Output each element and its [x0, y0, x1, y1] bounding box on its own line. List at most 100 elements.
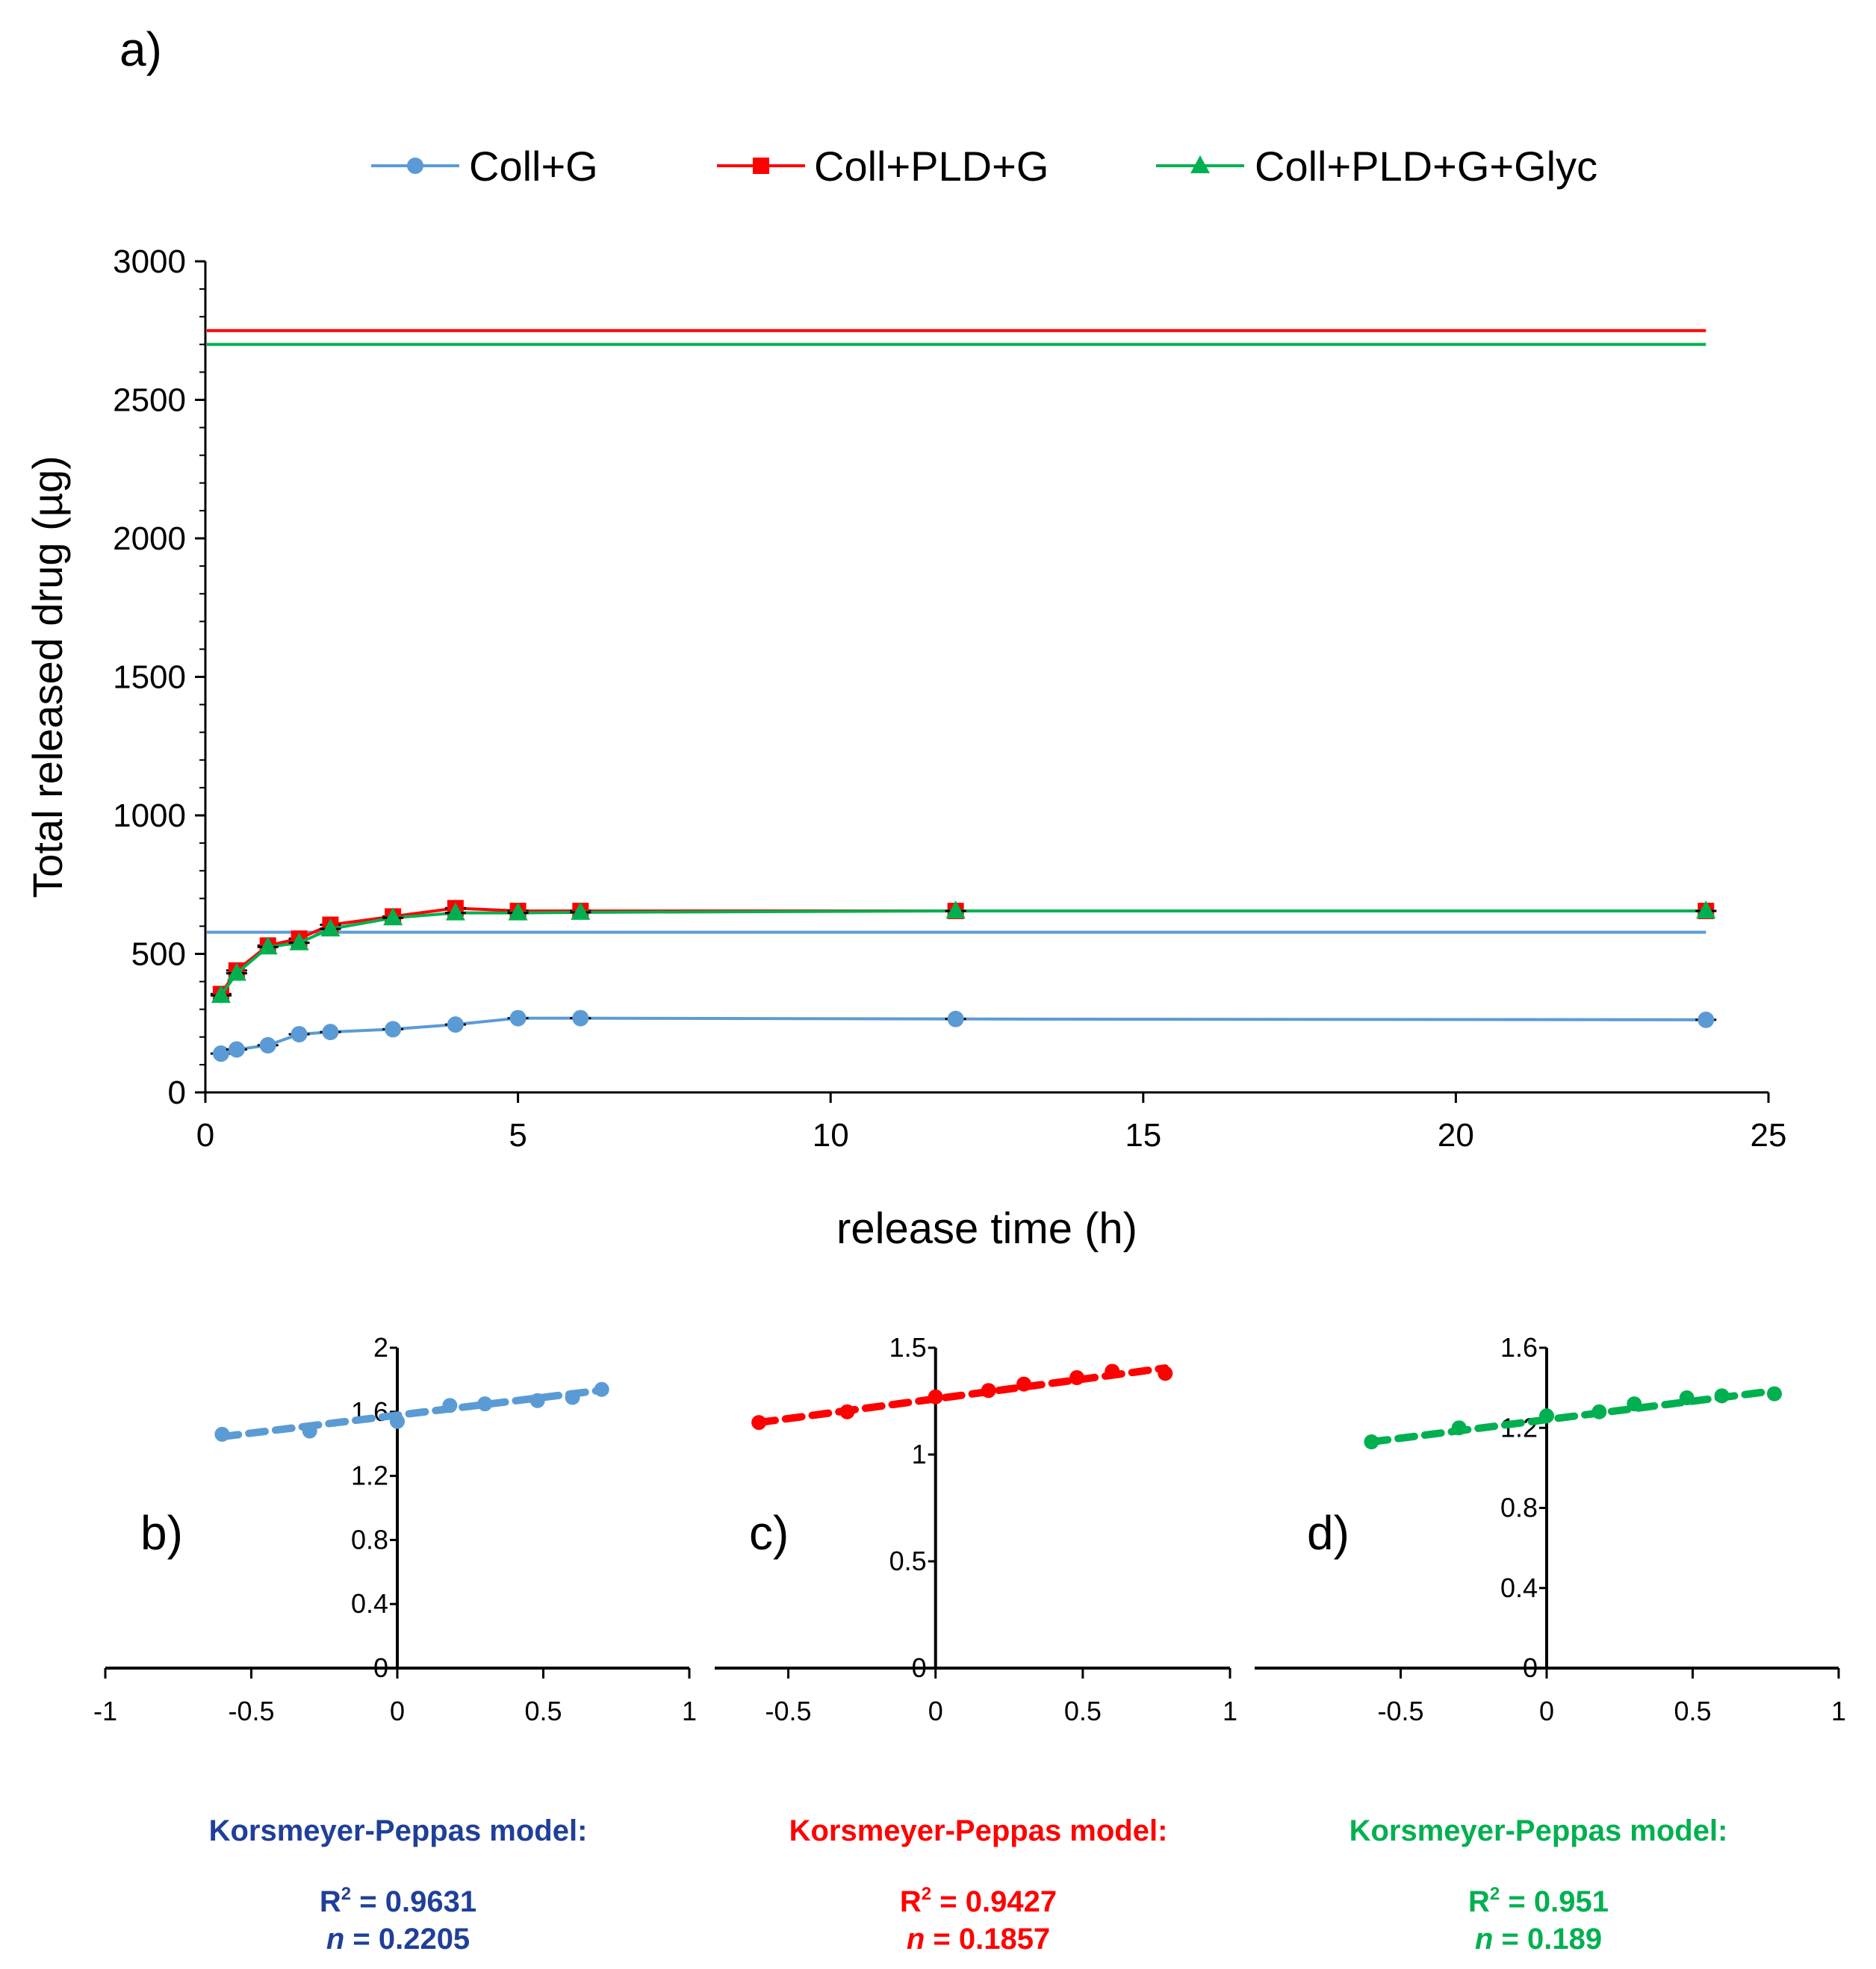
data-point: [1069, 1370, 1084, 1386]
data-point: [212, 1045, 229, 1063]
y-tick-label: 2500: [113, 382, 186, 419]
x-tick-label: 1: [1223, 1696, 1237, 1726]
x-tick-label: 0: [196, 1117, 214, 1154]
n-exponent-label: n: [907, 1923, 925, 1956]
x-tick-label: -0.5: [765, 1696, 812, 1726]
x-tick-label: -0.5: [228, 1696, 274, 1726]
data-point: [1714, 1388, 1730, 1404]
x-tick-label: 1: [1831, 1696, 1846, 1726]
x-tick-label: 0.5: [1674, 1696, 1711, 1726]
y-tick-label: 0: [1523, 1652, 1538, 1683]
n-exponent-label: n: [326, 1923, 344, 1956]
model-title: Korsmeyer-Peppas model:: [1349, 1814, 1728, 1847]
data-point: [445, 902, 465, 921]
r-squared-value: R2 = 0.9631: [320, 1884, 476, 1918]
data-point: [477, 1396, 493, 1412]
y-tick-label: 0.8: [1500, 1493, 1538, 1523]
r-squared-label: R: [320, 1885, 341, 1918]
data-point: [320, 918, 341, 937]
data-point: [947, 1010, 964, 1027]
data-point: [1627, 1396, 1642, 1412]
x-tick-label: 0.5: [524, 1696, 562, 1726]
r-squared-superscript: 2: [922, 1884, 931, 1904]
data-point: [383, 907, 403, 926]
model-title: Korsmeyer-Peppas model:: [789, 1814, 1168, 1847]
r-squared-number: = 0.9631: [351, 1885, 476, 1918]
r-squared-number: = 0.951: [1500, 1885, 1609, 1918]
y-axis-title: Total released drug (µg): [24, 455, 71, 898]
data-point: [1696, 900, 1716, 918]
x-axis-title: release time (h): [836, 1204, 1137, 1253]
y-tick-label: 1: [912, 1439, 927, 1469]
legend-marker-0: [407, 158, 423, 174]
data-point: [1105, 1363, 1120, 1379]
r-squared-label: R: [1468, 1885, 1490, 1918]
data-point: [289, 932, 309, 951]
data-point: [442, 1398, 458, 1413]
data-point: [211, 985, 231, 1004]
data-point: [1016, 1376, 1031, 1392]
panel-b-label: b): [140, 1506, 183, 1560]
legend-label-0: Coll+G: [469, 143, 598, 190]
y-tick-label: 0.5: [889, 1546, 927, 1576]
release-profile-chart: 0 500 1000 1500 2000 2500 3000 0 5 10 15 20 25 releas…: [24, 243, 1786, 1253]
y-tick-label: 0.4: [1500, 1573, 1538, 1603]
data-point: [291, 1026, 308, 1043]
data-point: [258, 936, 278, 955]
x-tick-label: 1: [682, 1696, 697, 1726]
y-tick-label: 1.2: [351, 1461, 388, 1491]
kinetic-plot-c: 0 0.5 1 1.5 -0.5 0 0.5 1 Korsmeyer-Peppas model:…: [715, 1332, 1237, 1956]
data-point: [572, 1010, 589, 1027]
y-tick-label: 1.5: [889, 1332, 927, 1363]
data-point: [508, 902, 528, 921]
x-tick-label: 20: [1438, 1117, 1474, 1154]
data-point: [529, 1393, 545, 1408]
data-point: [1766, 1386, 1782, 1402]
y-tick-label: 0: [912, 1652, 927, 1683]
r-squared-superscript: 2: [1490, 1884, 1500, 1904]
y-tick-label: 0.4: [351, 1588, 388, 1619]
panel-a-label: a): [119, 22, 162, 76]
y-tick-label: 2000: [113, 520, 186, 557]
kinetic-plot-b: 00.40.81.21.62-1 -0.5 0 0.5 1Korsmeyer-Peppa…: [93, 1332, 697, 1956]
n-exponent-value: n = 0.189: [1475, 1923, 1602, 1956]
r-squared-label: R: [900, 1885, 922, 1918]
r-squared-superscript: 2: [341, 1884, 351, 1904]
y-tick-label: 0: [373, 1652, 388, 1683]
data-point: [839, 1404, 855, 1419]
y-tick-label: 3000: [113, 243, 186, 280]
data-point: [447, 1016, 464, 1033]
chart-legend: Coll+G Coll+PLD+G Coll+PLD+G+Glyc: [371, 143, 1597, 190]
legend-label-2: Coll+PLD+G+Glyc: [1255, 143, 1597, 190]
r-squared-number: = 0.9427: [931, 1885, 1057, 1918]
data-point: [509, 1010, 527, 1027]
r-squared-value: R2 = 0.951: [1468, 1884, 1609, 1918]
x-tick-label: -0.5: [1377, 1696, 1423, 1726]
y-tick-label: 0.8: [351, 1524, 388, 1555]
model-title: Korsmeyer-Peppas model:: [209, 1814, 588, 1847]
trend-line: [218, 1386, 606, 1441]
data-point: [322, 1024, 339, 1041]
panel-d-label: d): [1307, 1506, 1349, 1560]
data-point: [1539, 1408, 1554, 1424]
r-squared-value: R2 = 0.9427: [900, 1884, 1057, 1918]
data-point: [751, 1415, 767, 1431]
panel-c-label: c): [749, 1506, 789, 1560]
data-point: [390, 1413, 405, 1429]
n-exponent-label: n: [1475, 1923, 1493, 1956]
legend-label-1: Coll+PLD+G: [814, 143, 1049, 190]
y-tick-label: 0: [168, 1074, 186, 1111]
n-exponent-value: n = 0.1857: [907, 1923, 1050, 1956]
data-point: [981, 1383, 996, 1399]
y-tick-label: 500: [131, 936, 186, 973]
x-tick-label: 0.5: [1064, 1696, 1102, 1726]
data-point: [1364, 1434, 1379, 1450]
trend-line: [755, 1364, 1170, 1427]
series-line-2: [220, 909, 1706, 997]
data-point: [1158, 1366, 1173, 1381]
x-tick-label: 0: [1539, 1696, 1554, 1726]
n-exponent-number: = 0.2205: [344, 1923, 470, 1956]
x-tick-label: 5: [509, 1117, 527, 1154]
